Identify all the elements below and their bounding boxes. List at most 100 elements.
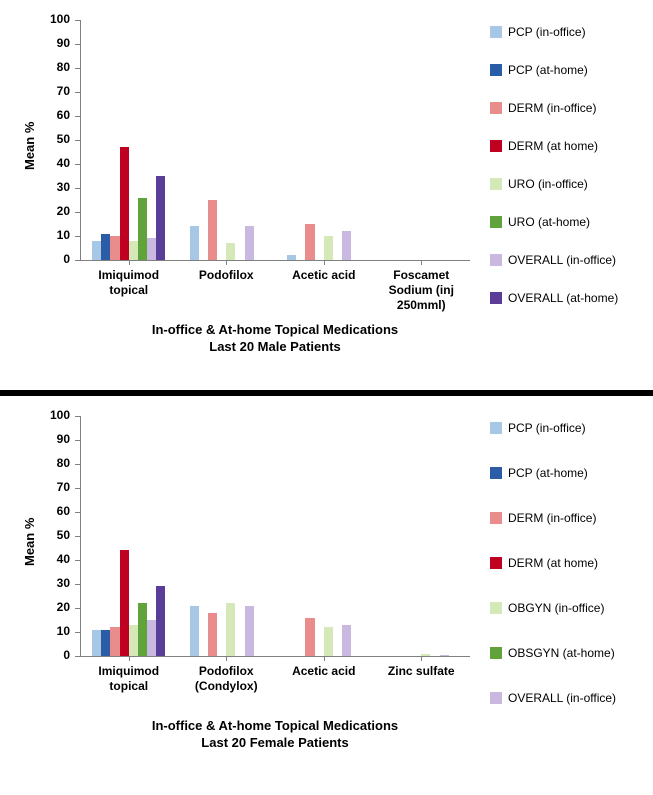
bar	[440, 655, 449, 656]
y-tick	[75, 560, 80, 561]
y-tick-label: 90	[40, 36, 70, 50]
y-tick-label: 60	[40, 504, 70, 518]
legend-item: PCP (at-home)	[490, 466, 616, 480]
legend-item: PCP (at-home)	[490, 63, 618, 77]
legend-label: PCP (in-office)	[508, 421, 586, 435]
x-tick	[129, 260, 130, 265]
y-tick-label: 80	[40, 456, 70, 470]
y-tick	[75, 68, 80, 69]
y-tick-label: 40	[40, 552, 70, 566]
bar	[120, 550, 129, 656]
y-tick-label: 20	[40, 600, 70, 614]
x-category-label: Podofilox	[178, 268, 276, 283]
bar	[324, 236, 333, 260]
y-tick-label: 20	[40, 204, 70, 218]
y-tick	[75, 536, 80, 537]
legend-swatch	[490, 102, 502, 114]
y-tick-label: 0	[40, 252, 70, 266]
y-tick-label: 30	[40, 180, 70, 194]
y-tick-label: 10	[40, 228, 70, 242]
bar	[110, 627, 119, 656]
bar	[101, 234, 110, 260]
legend-item: DERM (at home)	[490, 139, 618, 153]
legend-label: OVERALL (at-home)	[508, 291, 618, 305]
bar	[129, 625, 138, 656]
legend-item: OVERALL (in-office)	[490, 253, 618, 267]
y-tick	[75, 416, 80, 417]
top-chart-panel: 0102030405060708090100Mean %Imiquimod to…	[0, 0, 653, 390]
bar	[101, 630, 110, 656]
y-tick	[75, 464, 80, 465]
legend-label: PCP (at-home)	[508, 63, 588, 77]
legend-item: OVERALL (at-home)	[490, 291, 618, 305]
y-tick-label: 60	[40, 108, 70, 122]
x-axis	[80, 260, 470, 261]
legend-swatch	[490, 140, 502, 152]
x-tick	[324, 656, 325, 661]
x-category-label: Acetic acid	[275, 664, 373, 679]
legend-label: OBSGYN (at-home)	[508, 646, 615, 660]
bar	[287, 255, 296, 260]
legend-item: URO (in-office)	[490, 177, 618, 191]
y-tick	[75, 92, 80, 93]
x-axis	[80, 656, 470, 657]
y-tick	[75, 116, 80, 117]
y-tick	[75, 188, 80, 189]
x-tick	[421, 260, 422, 265]
x-category-label: Podofilox (Condylox)	[178, 664, 276, 694]
bar	[138, 603, 147, 656]
y-tick	[75, 656, 80, 657]
bar	[226, 603, 235, 656]
x-tick	[421, 656, 422, 661]
y-tick	[75, 512, 80, 513]
legend-swatch	[490, 602, 502, 614]
bar	[147, 238, 156, 260]
legend-swatch	[490, 512, 502, 524]
legend-swatch	[490, 64, 502, 76]
y-tick-label: 50	[40, 528, 70, 542]
bar	[129, 241, 138, 260]
bar	[92, 241, 101, 260]
bar	[305, 618, 314, 656]
bar	[226, 243, 235, 260]
legend-label: PCP (in-office)	[508, 25, 586, 39]
bar	[156, 586, 165, 656]
bar	[245, 226, 254, 260]
y-tick	[75, 212, 80, 213]
legend-item: OBSGYN (at-home)	[490, 646, 616, 660]
y-axis-title: Mean %	[22, 122, 37, 170]
x-tick	[129, 656, 130, 661]
bar	[208, 200, 217, 260]
bar	[324, 627, 333, 656]
legend-swatch	[490, 422, 502, 434]
y-tick	[75, 440, 80, 441]
legend-item: PCP (in-office)	[490, 25, 618, 39]
y-tick-label: 0	[40, 648, 70, 662]
legend-label: OBGYN (in-office)	[508, 601, 604, 615]
x-category-label: Imiquimod topical	[80, 268, 178, 298]
y-tick-label: 30	[40, 576, 70, 590]
bar	[342, 625, 351, 656]
bar	[305, 224, 314, 260]
legend-item: OBGYN (in-office)	[490, 601, 616, 615]
x-tick	[324, 260, 325, 265]
legend-item: OVERALL (in-office)	[490, 691, 616, 705]
y-tick	[75, 164, 80, 165]
legend-swatch	[490, 647, 502, 659]
legend-swatch	[490, 178, 502, 190]
legend-label: URO (in-office)	[508, 177, 588, 191]
legend-item: PCP (in-office)	[490, 421, 616, 435]
legend-swatch	[490, 467, 502, 479]
legend-label: DERM (at home)	[508, 556, 598, 570]
y-tick-label: 100	[40, 12, 70, 26]
legend-swatch	[490, 254, 502, 266]
y-tick	[75, 20, 80, 21]
x-category-label: Imiquimod topical	[80, 664, 178, 694]
x-tick	[226, 656, 227, 661]
bar	[92, 630, 101, 656]
legend-label: DERM (at home)	[508, 139, 598, 153]
y-tick-label: 40	[40, 156, 70, 170]
bar	[138, 198, 147, 260]
x-axis-title: In-office & At-home Topical Medications …	[80, 322, 470, 356]
y-tick-label: 70	[40, 84, 70, 98]
